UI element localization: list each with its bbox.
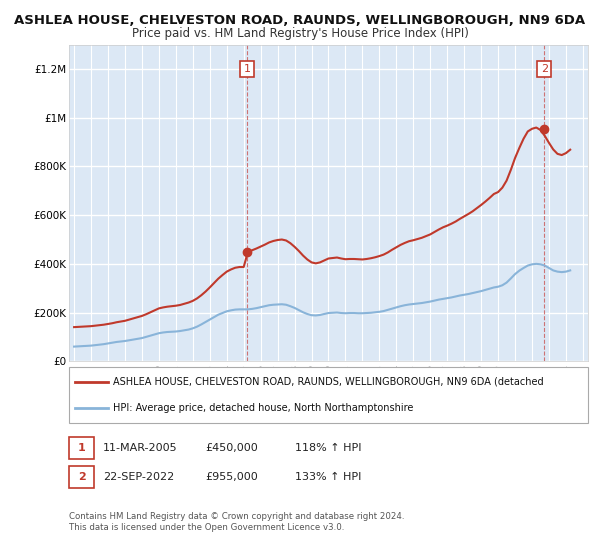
Text: Price paid vs. HM Land Registry's House Price Index (HPI): Price paid vs. HM Land Registry's House … xyxy=(131,27,469,40)
Text: £955,000: £955,000 xyxy=(205,472,258,482)
Text: £450,000: £450,000 xyxy=(205,443,258,453)
Text: 2: 2 xyxy=(541,64,548,74)
Text: HPI: Average price, detached house, North Northamptonshire: HPI: Average price, detached house, Nort… xyxy=(113,403,413,413)
Text: 1: 1 xyxy=(78,443,85,453)
Text: 1: 1 xyxy=(244,64,250,74)
Text: 118% ↑ HPI: 118% ↑ HPI xyxy=(295,443,362,453)
Text: 11-MAR-2005: 11-MAR-2005 xyxy=(103,443,178,453)
Text: 133% ↑ HPI: 133% ↑ HPI xyxy=(295,472,362,482)
Text: ASHLEA HOUSE, CHELVESTON ROAD, RAUNDS, WELLINGBOROUGH, NN9 6DA (detached: ASHLEA HOUSE, CHELVESTON ROAD, RAUNDS, W… xyxy=(113,377,544,387)
Text: 22-SEP-2022: 22-SEP-2022 xyxy=(103,472,175,482)
Text: Contains HM Land Registry data © Crown copyright and database right 2024.
This d: Contains HM Land Registry data © Crown c… xyxy=(69,512,404,532)
Text: 2: 2 xyxy=(78,472,85,482)
Text: ASHLEA HOUSE, CHELVESTON ROAD, RAUNDS, WELLINGBOROUGH, NN9 6DA: ASHLEA HOUSE, CHELVESTON ROAD, RAUNDS, W… xyxy=(14,14,586,27)
